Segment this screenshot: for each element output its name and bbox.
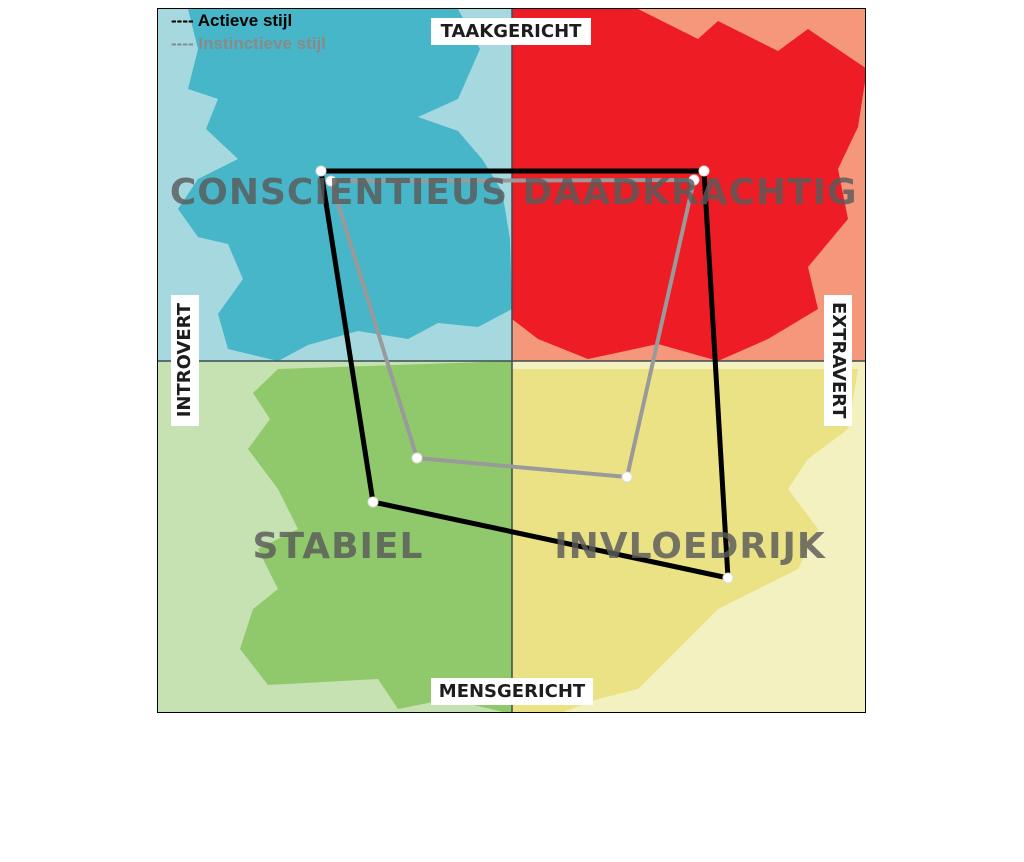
axis-label-text: TAAKGERICHT: [440, 20, 582, 42]
axis-label-text: EXTRAVERT: [828, 302, 849, 419]
diagram-frame: [157, 8, 866, 713]
axis-label-right: EXTRAVERT: [824, 295, 852, 426]
active-vertex: [367, 496, 379, 508]
instinctive-vertex: [621, 471, 633, 483]
axis-label-bottom: MENSGERICHT: [431, 678, 593, 705]
active-vertex: [722, 572, 734, 584]
active-style-vertices: [315, 165, 734, 584]
axis-label-text: INTROVERT: [174, 303, 195, 418]
instinctive-style-vertices: [325, 174, 700, 483]
quadrant-label-daadkrachtig: DAADKRACHTIG: [522, 172, 858, 213]
active-vertex: [698, 165, 710, 177]
instinctive-vertex: [411, 452, 423, 464]
axis-label-left: INTROVERT: [171, 295, 199, 426]
texture-daadkrachtig: [512, 9, 865, 361]
legend-instinctive-style: ---- Instinctieve stijl: [171, 34, 326, 53]
legend-active-style: ---- Actieve stijl: [171, 11, 293, 30]
axis-label-text: MENSGERICHT: [438, 680, 586, 702]
disc-quadrant-diagram: [158, 9, 865, 712]
texture-invloedrijk: [512, 369, 858, 712]
quadrant-label-invloedrijk: INVLOEDRIJK: [554, 526, 826, 567]
axis-label-top: TAAKGERICHT: [431, 18, 591, 45]
quadrant-label-stabiel: STABIEL: [252, 526, 424, 567]
active-vertex: [315, 165, 327, 177]
texture-stabiel: [240, 361, 512, 712]
instinctive-vertex: [688, 174, 700, 186]
instinctive-vertex: [325, 175, 337, 187]
quadrant-label-conscientieus: CONSCIENTIEUS: [169, 172, 509, 213]
texture-conscientieus: [178, 9, 512, 361]
